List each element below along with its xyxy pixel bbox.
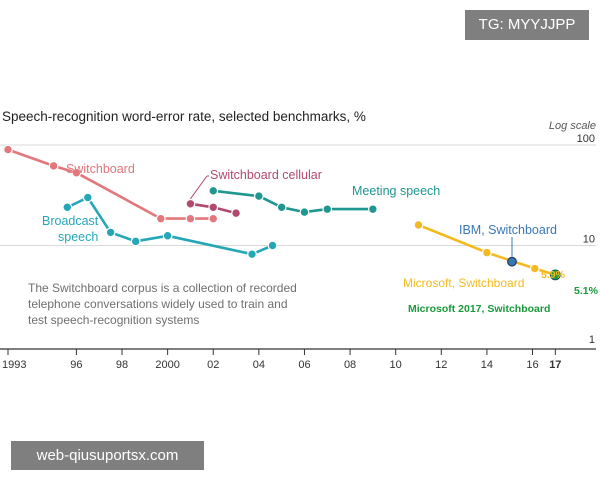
point-broadcast-speech-0: [62, 202, 73, 213]
x-tick-label-04: 04: [253, 359, 265, 371]
series-label-microsoft-switchboard: Microsoft, Switchboard: [403, 276, 524, 290]
annotation-line-3: test speech-recognition systems: [28, 313, 199, 327]
x-tick-label-08: 08: [344, 359, 356, 371]
x-tick-label-98: 98: [116, 359, 128, 371]
point-switchboard-cellular-2: [231, 208, 241, 219]
point-switchboard-0: [3, 144, 13, 155]
series-label-microsoft-2017-switchboard: Microsoft 2017, Switchboard: [408, 303, 550, 315]
point-microsoft-2017-switchboard-0: [549, 269, 561, 281]
x-tick-label-14: 14: [481, 359, 493, 371]
point-meeting-speech-4: [322, 204, 333, 215]
annotation-line-2: telephone conversations widely used to t…: [28, 297, 288, 311]
x-tick-label-16: 16: [526, 359, 538, 371]
point-meeting-speech-0: [208, 185, 219, 196]
point-microsoft-switchboard-0: [413, 220, 424, 230]
y-tick-label-10: 10: [583, 234, 595, 246]
point-switchboard-cellular-1: [208, 202, 219, 213]
chart-title: Speech-recognition word-error rate, sele…: [2, 109, 366, 124]
point-ibm-switchboard-0: [507, 256, 517, 267]
y-tick-label-1: 1: [589, 334, 595, 346]
channel-tag: TG: MYYJJPP: [465, 10, 589, 40]
series-label-meeting-speech: Meeting speech: [352, 184, 440, 198]
point-microsoft-switchboard-1: [482, 247, 492, 258]
website-watermark: web-qiusuportsx.com: [11, 441, 204, 470]
annotation-line-1: The Switchboard corpus is a collection o…: [28, 281, 297, 295]
point-broadcast-speech-5: [247, 249, 257, 260]
point-broadcast-speech-2: [105, 227, 116, 238]
point-broadcast-speech-1: [82, 192, 93, 203]
x-tick-label-12: 12: [435, 359, 447, 371]
point-broadcast-speech-6: [267, 240, 278, 251]
y-tick-label-100: 100: [577, 133, 595, 145]
point-meeting-speech-1: [253, 191, 264, 202]
x-tick-label-10: 10: [390, 359, 402, 371]
log-scale-label: Log scale: [549, 120, 596, 132]
data-label-5-9: 5.9%: [541, 269, 566, 281]
series-label-ibm-switchboard: IBM, Switchboard: [459, 223, 557, 237]
point-switchboard-1: [48, 160, 59, 171]
point-switchboard-cellular-0: [185, 198, 196, 209]
x-tick-label-96: 96: [70, 359, 82, 371]
data-label-5-1: 5.1%: [574, 285, 599, 297]
point-broadcast-speech-4: [162, 230, 173, 241]
point-switchboard-4: [185, 213, 196, 224]
series-label-switchboard-cellular: Switchboard cellular: [210, 168, 322, 182]
point-microsoft-switchboard-2: [529, 263, 540, 274]
x-tick-label-02: 02: [207, 359, 219, 371]
point-meeting-speech-3: [299, 207, 310, 217]
x-tick-label-1993: 1993: [2, 359, 26, 371]
point-switchboard-5: [208, 213, 219, 224]
leader-switchboard-cellular: [190, 175, 208, 200]
point-broadcast-speech-3: [130, 236, 141, 247]
series-line-switchboard: [7, 148, 214, 220]
x-tick-label-2000: 2000: [155, 359, 179, 371]
point-switchboard-2: [71, 167, 82, 178]
word-error-rate-chart: Speech-recognition word-error rate, sele…: [0, 109, 599, 371]
series-label-switchboard: Switchboard: [66, 162, 135, 176]
point-meeting-speech-2: [276, 202, 287, 213]
point-switchboard-3: [155, 213, 166, 224]
series-label-speech: speech: [58, 230, 98, 244]
point-meeting-speech-5: [367, 204, 378, 215]
x-tick-label-17: 17: [549, 359, 561, 371]
series-line-meeting-speech: [213, 189, 373, 214]
series-label-broadcast: Broadcast: [42, 214, 99, 228]
x-tick-label-06: 06: [298, 359, 310, 371]
